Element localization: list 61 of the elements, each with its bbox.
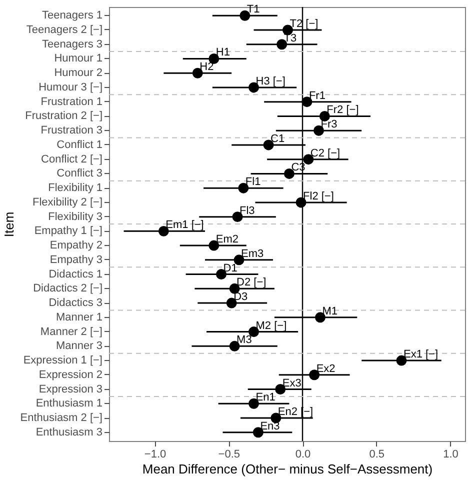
annotation: Fl3 <box>240 204 255 217</box>
annotation: T2 [−] <box>290 18 318 30</box>
annotation: Fr1 <box>308 90 326 102</box>
y-tick-label: Manner 1 <box>56 311 102 324</box>
annotation: M3 <box>236 334 252 346</box>
y-tick-label: Flexibility 2 [−] <box>32 196 102 208</box>
y-tick-label: Humour 3 [−] <box>38 81 102 94</box>
annotation: C1 <box>270 132 285 145</box>
y-axis-title: Item <box>1 212 16 238</box>
y-tick-label: Teenagers 1 <box>42 10 102 22</box>
annotation: H3 [−] <box>256 75 286 88</box>
y-tick-label: Frustration 1 <box>40 96 102 108</box>
annotation: D1 <box>223 262 238 274</box>
y-tick-label: Empathy 3 <box>50 254 102 266</box>
y-tick-label: Frustration 3 <box>40 124 102 137</box>
y-tick-label: Didactics 1 <box>48 268 102 280</box>
y-tick-label: Didactics 3 <box>48 297 102 310</box>
y-tick-label: Expression 2 <box>38 368 102 381</box>
x-tick-label: −0.5 <box>218 448 240 460</box>
annotation: En1 <box>256 392 276 404</box>
annotation: Fr2 [−] <box>326 104 359 116</box>
y-tick-label: Manner 3 <box>56 340 102 352</box>
x-axis-title: Mean Difference (Other− minus Self−Assessment) <box>142 462 433 476</box>
annotation: Em2 <box>216 234 239 246</box>
y-tick-label: Expression 1 [−] <box>23 354 102 367</box>
annotation: D2 [−] <box>236 276 266 289</box>
y-tick-label: Frustration 2 [−] <box>25 110 102 122</box>
y-tick-label: Flexibility 3 <box>48 210 102 223</box>
y-tick-label: Empathy 2 <box>50 240 102 252</box>
annotation: M1 <box>322 305 338 318</box>
y-tick-label: Flexibility 1 <box>48 182 102 194</box>
annotation: Fl2 [−] <box>303 190 334 202</box>
annotation: C2 [−] <box>310 147 340 160</box>
y-tick-label: Enthusiasm 3 <box>36 426 102 438</box>
y-tick-label: Enthusiasm 2 [−] <box>20 412 102 424</box>
annotation: Ex2 <box>316 362 336 375</box>
annotation: Em1 [−] <box>166 219 204 232</box>
y-tick-label: Didactics 2 [−] <box>33 282 102 295</box>
y-tick-label: Humour 1 <box>54 52 102 65</box>
annotation: M2 [−] <box>256 320 287 332</box>
y-tick-label: Teenagers 3 <box>42 38 102 50</box>
x-tick-label: −1.0 <box>144 448 166 460</box>
annotation: H2 <box>200 61 214 74</box>
y-tick-label: Teenagers 2 [−] <box>26 24 102 36</box>
x-tick-label: 0.5 <box>369 448 385 460</box>
annotation: Ex1 [−] <box>403 348 438 361</box>
annotation: T1 <box>246 4 260 16</box>
y-tick-label: Empathy 1 [−] <box>34 225 102 238</box>
y-tick-label: Conflict 3 <box>56 168 102 180</box>
y-tick-label: Conflict 1 <box>56 138 102 151</box>
x-tick-label: 1.0 <box>443 448 458 460</box>
x-tick-label: 0.0 <box>295 448 311 460</box>
y-tick-label: Enthusiasm 1 <box>36 398 102 410</box>
annotation: Fl1 <box>245 176 261 188</box>
y-tick-label: Manner 2 [−] <box>40 326 102 338</box>
y-tick-label: Expression 3 <box>38 383 102 396</box>
annotation: Em3 <box>240 248 264 260</box>
y-tick-label: Conflict 2 [−] <box>41 153 102 166</box>
annotation: Ex3 <box>282 377 302 390</box>
annotation: H1 <box>216 46 230 59</box>
y-tick-label: Humour 2 <box>54 67 102 80</box>
